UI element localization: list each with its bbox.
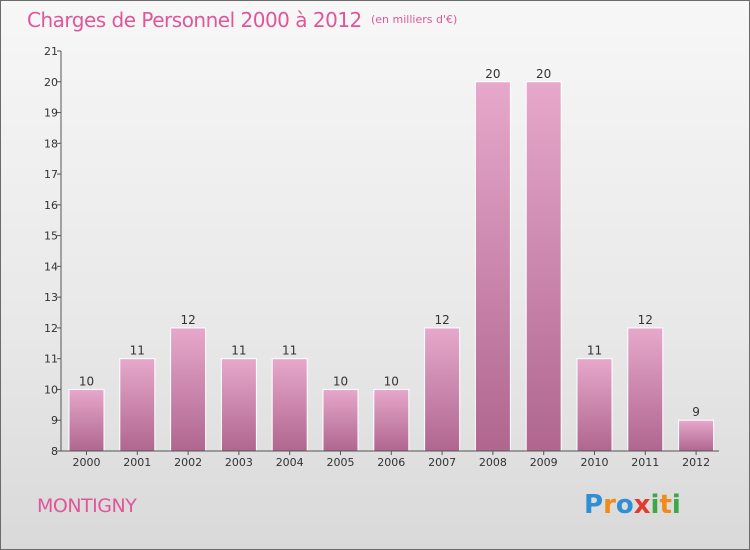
y-tick-label: 8 xyxy=(51,445,58,458)
y-tick-label: 9 xyxy=(51,414,58,427)
bar-2005 xyxy=(322,388,359,452)
bar-2011 xyxy=(627,327,664,452)
x-tick-label: 2007 xyxy=(428,456,456,469)
bar-2007 xyxy=(424,327,461,452)
data-label: 10 xyxy=(384,374,399,388)
bar-2009 xyxy=(525,81,562,452)
y-tick-label: 11 xyxy=(44,353,58,366)
data-label: 11 xyxy=(282,344,297,358)
bar-2003 xyxy=(220,358,257,452)
commune-name: MONTIGNY xyxy=(37,495,137,517)
data-label: 10 xyxy=(333,374,348,388)
x-tick-label: 2003 xyxy=(225,456,253,469)
x-tick-label: 2009 xyxy=(530,456,558,469)
logo-letter: r xyxy=(603,490,616,520)
x-tick-label: 2006 xyxy=(377,456,405,469)
logo-letter: o xyxy=(615,490,634,520)
x-tick-label: 2008 xyxy=(479,456,507,469)
logo-letter: i xyxy=(671,490,681,520)
x-tick-label: 2001 xyxy=(123,456,151,469)
bar-2008 xyxy=(474,81,511,452)
y-tick-label: 12 xyxy=(44,322,58,335)
logo-letter: i xyxy=(650,490,660,520)
y-tick-label: 18 xyxy=(44,137,58,150)
bar-2001 xyxy=(119,358,156,452)
x-tick-label: 2004 xyxy=(276,456,304,469)
bar-2006 xyxy=(373,388,410,452)
y-tick-label: 17 xyxy=(44,168,58,181)
data-label: 10 xyxy=(79,374,94,388)
bar-2010 xyxy=(576,358,613,452)
x-tick-label: 2002 xyxy=(174,456,202,469)
data-label: 20 xyxy=(485,67,500,81)
chart-subtitle: (en milliers d'€) xyxy=(371,13,458,26)
bar-2000 xyxy=(68,388,105,452)
bar-2012 xyxy=(678,419,715,452)
x-tick-label: 2011 xyxy=(631,456,659,469)
data-label: 9 xyxy=(692,405,700,419)
logo-letter: x xyxy=(633,490,651,520)
y-tick-label: 13 xyxy=(44,291,58,304)
y-tick-label: 20 xyxy=(44,76,58,89)
bar-2002 xyxy=(170,327,207,452)
bar-2004 xyxy=(271,358,308,452)
x-tick-label: 2005 xyxy=(327,456,355,469)
y-tick-label: 21 xyxy=(44,45,58,58)
x-tick-label: 2012 xyxy=(682,456,710,469)
y-tick-label: 15 xyxy=(44,230,58,243)
y-tick-label: 16 xyxy=(44,199,58,212)
data-label: 20 xyxy=(536,67,551,81)
data-label: 11 xyxy=(231,344,246,358)
logo-letter: P xyxy=(584,490,604,520)
data-label: 12 xyxy=(180,313,195,327)
proxiti-logo[interactable]: Proxiti xyxy=(584,490,681,520)
y-tick-label: 14 xyxy=(44,260,58,273)
chart-title: Charges de Personnel 2000 à 2012 xyxy=(27,8,362,32)
data-label: 12 xyxy=(434,313,449,327)
data-label: 12 xyxy=(638,313,653,327)
data-label: 11 xyxy=(587,344,602,358)
data-label: 11 xyxy=(130,344,145,358)
y-tick-label: 10 xyxy=(44,383,58,396)
y-tick-label: 19 xyxy=(44,107,58,120)
x-tick-label: 2000 xyxy=(73,456,101,469)
logo-letter: t xyxy=(659,490,672,520)
x-tick-label: 2010 xyxy=(581,456,609,469)
